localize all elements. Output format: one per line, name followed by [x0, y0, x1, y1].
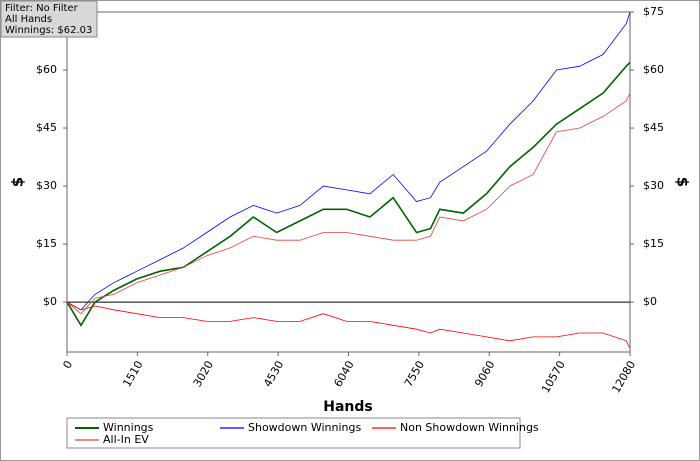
series-line	[66, 301, 631, 349]
info-box: Filter: No Filter All Hands Winnings: $6…	[0, 0, 98, 38]
legend-label: Non Showdown Winnings	[400, 421, 539, 434]
y-tick-label: $0	[43, 295, 57, 308]
y2-tick-label: $60	[643, 63, 664, 76]
legend-label: Winnings	[103, 421, 154, 434]
y2-axis-label: $	[674, 177, 692, 187]
series-line	[66, 93, 631, 315]
info-line: Winnings: $62.03	[5, 25, 92, 36]
x-axis-label: Hands	[323, 399, 373, 415]
y2-tick-label: $30	[643, 179, 664, 192]
info-line: All Hands	[5, 14, 52, 25]
y-tick-label: $45	[36, 121, 57, 134]
legend-box	[66, 417, 521, 449]
y2-tick-label: $15	[643, 237, 664, 250]
y2-tick-label: $45	[643, 121, 664, 134]
info-line: Filter: No Filter	[5, 3, 79, 14]
y-tick-label: $15	[36, 237, 57, 250]
series-line	[66, 61, 631, 327]
y-tick-label: $30	[36, 179, 57, 192]
series-line	[66, 11, 631, 311]
plot-area	[66, 11, 631, 353]
legend-label: All-In EV	[103, 433, 149, 446]
y-tick-label: $60	[36, 63, 57, 76]
legend-label: Showdown Winnings	[248, 421, 362, 434]
y-axis-label: $	[9, 177, 27, 187]
info-background	[0, 0, 98, 38]
y2-tick-label: $0	[643, 295, 657, 308]
y2-tick-label: $75	[643, 5, 664, 18]
